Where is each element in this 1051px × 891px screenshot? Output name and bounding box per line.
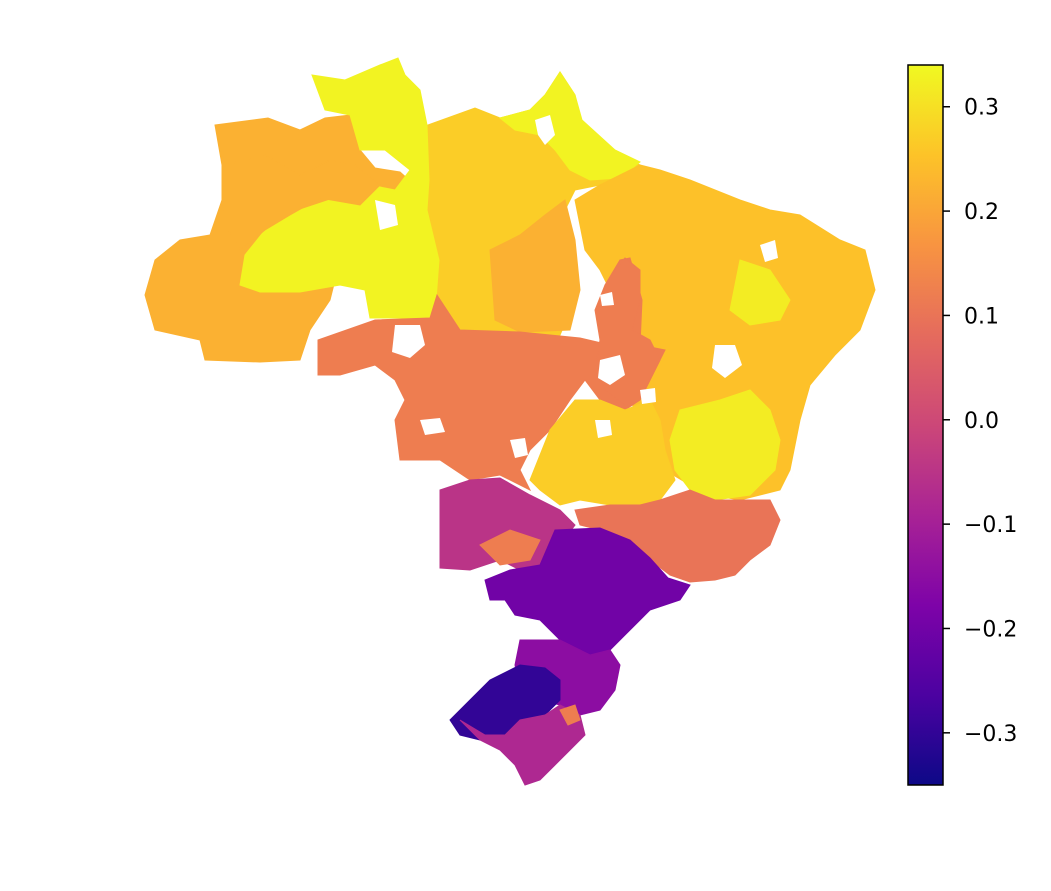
map-region-minas-gerais [669,389,781,501]
colorbar-tick-label: 0.1 [964,304,999,329]
map-region-amazonas-south [221,154,381,251]
map-region-ms-orange [479,529,541,566]
colorbar-gradient [907,64,944,786]
map-region-bahia-high [729,259,791,326]
map-region-para-center [489,199,581,333]
colorbar-tick-label: −0.2 [964,617,1017,642]
map-region-rio-grande-do-sul-south [459,704,586,786]
colorbar-tick-label: 0.3 [964,96,999,121]
colorbar-tick-label: 0.2 [964,200,999,225]
map-region-porto-alegre [559,704,581,726]
no-data-areas [375,115,778,458]
map-region-goias [529,399,676,506]
colorbar-ticks: 0.3 0.2 0.1 0.0 −0.1 −0.2 −0.3 [943,96,1017,747]
brazil-choropleth-map [144,57,876,786]
colorbar: 0.3 0.2 0.1 0.0 −0.1 −0.2 −0.3 [907,64,1017,786]
map-region-northwest-high [239,57,441,319]
colorbar-tick-label: −0.1 [964,513,1017,538]
colorbar-tick-label: 0.0 [964,409,999,434]
colorbar-tick-label: −0.3 [964,722,1017,747]
